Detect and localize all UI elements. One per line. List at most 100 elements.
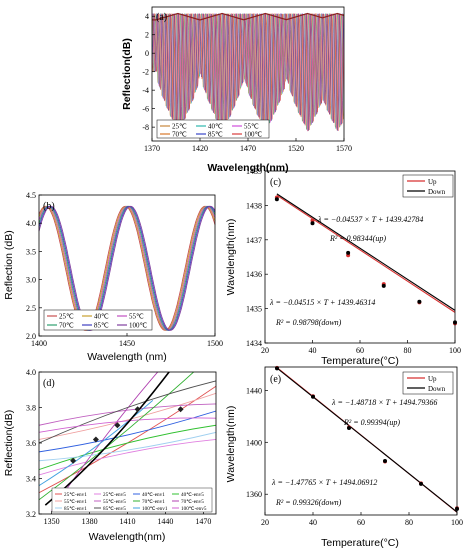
panel-e-r2-down: R² = 0.99326(down)	[275, 498, 342, 507]
y-tick-label: 1440	[246, 386, 262, 395]
data-point	[311, 394, 315, 399]
panel-d-marker	[114, 422, 121, 429]
y-tick-label: 2.5	[26, 304, 36, 313]
panel-c-eq-down: λ = −0.04515 × T + 1439.46314	[269, 298, 375, 307]
panel-c: (c) 20 40 60 80 100143414351436143714381439 …	[225, 167, 461, 367]
panel-d-series-line	[39, 372, 195, 501]
panel-a-ylabel: Reflection(dB)	[121, 38, 133, 110]
panel-d-series-line	[39, 392, 216, 440]
y-tick-label: 1438	[246, 201, 262, 210]
panel-e-ylabel: Wavelength(nm)	[225, 406, 237, 483]
y-tick-label: 3.4	[26, 475, 36, 484]
x-tick-label: 1520	[288, 144, 304, 153]
legend-text: 55℃-env5	[103, 499, 126, 505]
x-tick-label: 20	[261, 346, 269, 355]
data-point	[346, 250, 351, 255]
panel-c-r2-up: R² = 0.98344(up)	[329, 234, 386, 243]
data-point	[381, 283, 386, 288]
data-point	[347, 426, 351, 431]
y-tick-label: 4.0	[26, 219, 36, 228]
y-tick-label: 2	[145, 31, 149, 40]
x-tick-label: 1380	[82, 517, 98, 526]
panel-a-series-line	[152, 13, 344, 131]
panel-e-eq-down: λ = −1.47765 × T + 1494.06912	[271, 478, 377, 487]
legend-text: 70℃	[59, 322, 74, 330]
x-tick-label: 1350	[44, 517, 60, 526]
panel-a-label: (a)	[156, 12, 167, 23]
legend-text: 100℃-env5	[181, 506, 207, 512]
panel-e: (e) 20 40 60 80 100 1360 1400 1440 Temperature(…	[225, 365, 463, 549]
y-tick-label: -4	[142, 86, 149, 95]
data-point	[275, 366, 279, 371]
x-tick-label: 80	[405, 518, 413, 527]
data-point	[383, 458, 387, 463]
y-tick-label: 3.8	[26, 404, 36, 413]
legend-up-text: Up	[428, 375, 437, 383]
data-point	[417, 299, 422, 304]
legend-text: 55℃	[129, 313, 144, 321]
legend-text: 100℃	[129, 322, 148, 330]
legend-text: 70℃-env1	[142, 499, 165, 505]
panel-d-xlabel: Wavelength(nm)	[89, 531, 166, 543]
x-tick-label: 1450	[119, 339, 135, 348]
panel-b-ylabel: Reflection (dB)	[3, 230, 15, 299]
panel-e-r2-up: R² = 0.99394(up)	[343, 418, 400, 427]
panel-c-eq-up: λ = −0.04537 × T + 1439.42784	[317, 215, 423, 224]
panel-d-series-line	[39, 424, 216, 471]
legend-text: 100℃-env1	[142, 506, 168, 512]
data-point	[419, 481, 423, 486]
y-tick-label: 1434	[246, 339, 262, 348]
x-tick-label: 1470	[195, 517, 211, 526]
y-tick-label: -6	[142, 105, 149, 114]
panel-b: (b) 1400 1450 1500 2.0 2.5 3.0 3.5 4.0 4.5 Wavel…	[3, 191, 223, 363]
panel-e-legend: Up Down	[402, 371, 454, 395]
panel-b-label: (b)	[43, 201, 55, 212]
y-tick-label: -8	[142, 123, 149, 132]
y-tick-label: -2	[142, 68, 149, 77]
x-tick-label: 40	[309, 518, 317, 527]
panel-d-series-line	[39, 380, 216, 444]
legend-text: 85℃-env5	[103, 506, 126, 512]
x-tick-label: 1440	[157, 517, 173, 526]
x-tick-label: 60	[357, 518, 365, 527]
panel-d-label: (d)	[43, 378, 55, 389]
legend-down-text: Down	[428, 188, 446, 196]
legend-text: 85℃	[208, 131, 223, 139]
panel-a-envelope	[152, 12, 344, 21]
panel-d-legend: 25℃-env1 25℃-env5 40℃-env1 40℃-env5 55℃-env1…	[51, 487, 213, 513]
panel-c-xlabel: Temperature(°C)	[321, 355, 399, 367]
y-tick-label: 4	[145, 12, 149, 21]
x-tick-label: 40	[309, 346, 317, 355]
legend-text: 55℃-env1	[64, 499, 87, 505]
legend-text: 40℃	[94, 313, 109, 321]
y-tick-label: 4.0	[26, 368, 36, 377]
panel-c-legend: Up Down	[402, 174, 454, 198]
panel-b-xlabel: Wavelength (nm)	[87, 351, 167, 363]
panel-d-series-line	[39, 410, 216, 453]
x-tick-label: 1570	[336, 144, 352, 153]
legend-text: 70℃	[172, 131, 187, 139]
y-tick-label: 0	[145, 49, 149, 58]
legend-up-text: Up	[428, 178, 437, 186]
panel-b-series-line	[38, 205, 216, 331]
data-point	[310, 218, 315, 223]
panel-b-legend: 25℃ 40℃ 55℃ 70℃ 85℃ 100℃	[43, 309, 153, 331]
y-tick-label: 1437	[246, 236, 262, 245]
fit-line	[276, 367, 458, 513]
x-tick-label: 1400	[31, 339, 47, 348]
y-tick-label: 1435	[246, 305, 262, 314]
y-tick-label: 2.0	[26, 332, 36, 341]
panel-d-series-line	[39, 439, 216, 476]
x-tick-label: 20	[261, 518, 269, 527]
panel-e-label: (e)	[270, 374, 281, 385]
y-tick-label: 3.2	[26, 510, 36, 519]
panel-d-marker	[70, 457, 77, 464]
x-tick-label: 1370	[144, 144, 160, 153]
fit-line	[276, 194, 456, 313]
panel-d-series-line	[39, 431, 216, 462]
legend-text: 100℃	[244, 131, 263, 139]
legend-text: 55℃	[244, 123, 259, 131]
legend-text: 70℃-env5	[181, 499, 204, 505]
legend-text: 85℃	[94, 322, 109, 330]
